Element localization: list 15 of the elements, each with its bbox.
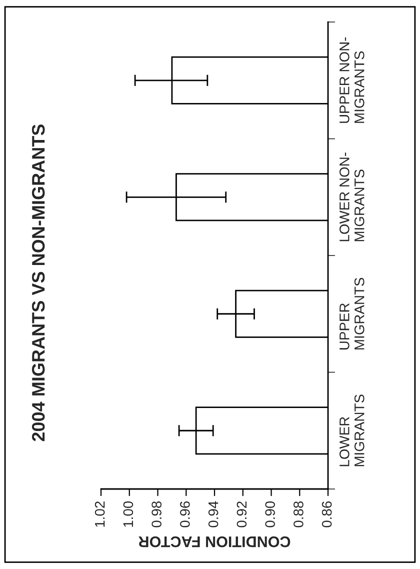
y-tick-label: LOWER NON- MIGRANTS — [340, 152, 364, 242]
x-tick-label: 0.98 — [152, 501, 162, 528]
x-tick-label: 0.92 — [236, 502, 247, 528]
y-tick-label: LOWER MIGRANTS — [340, 394, 364, 466]
x-tick-label: 0.96 — [180, 501, 190, 528]
x-tick-label: 0.90 — [265, 501, 275, 528]
x-tick-label: 1.02 — [94, 502, 105, 527]
text: 2004 MIGRANTS VS NON-MIGRANTS — [32, 124, 45, 442]
x-tick-label: 1.00 — [123, 501, 134, 527]
y-tick-label: UPPER NON- MIGRANTS — [340, 37, 364, 123]
x-tick-label: 0.86 — [322, 501, 332, 528]
y-tick-label: UPPER MIGRANTS — [340, 278, 364, 350]
x-tick-label: 0.88 — [294, 501, 304, 528]
x-axis-title: CONDITION FACTOR — [138, 536, 290, 548]
x-tick-label: 0.94 — [208, 501, 218, 528]
